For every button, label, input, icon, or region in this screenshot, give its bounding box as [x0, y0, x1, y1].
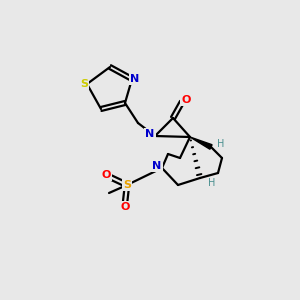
Text: H: H [208, 178, 216, 188]
Polygon shape [190, 137, 212, 149]
Text: O: O [181, 95, 191, 105]
Text: N: N [130, 74, 140, 84]
Text: O: O [101, 170, 111, 180]
Text: N: N [152, 161, 162, 171]
Text: H: H [217, 139, 225, 149]
Text: S: S [123, 180, 131, 190]
Text: N: N [146, 129, 154, 139]
Text: O: O [120, 202, 130, 212]
Text: S: S [80, 79, 88, 89]
